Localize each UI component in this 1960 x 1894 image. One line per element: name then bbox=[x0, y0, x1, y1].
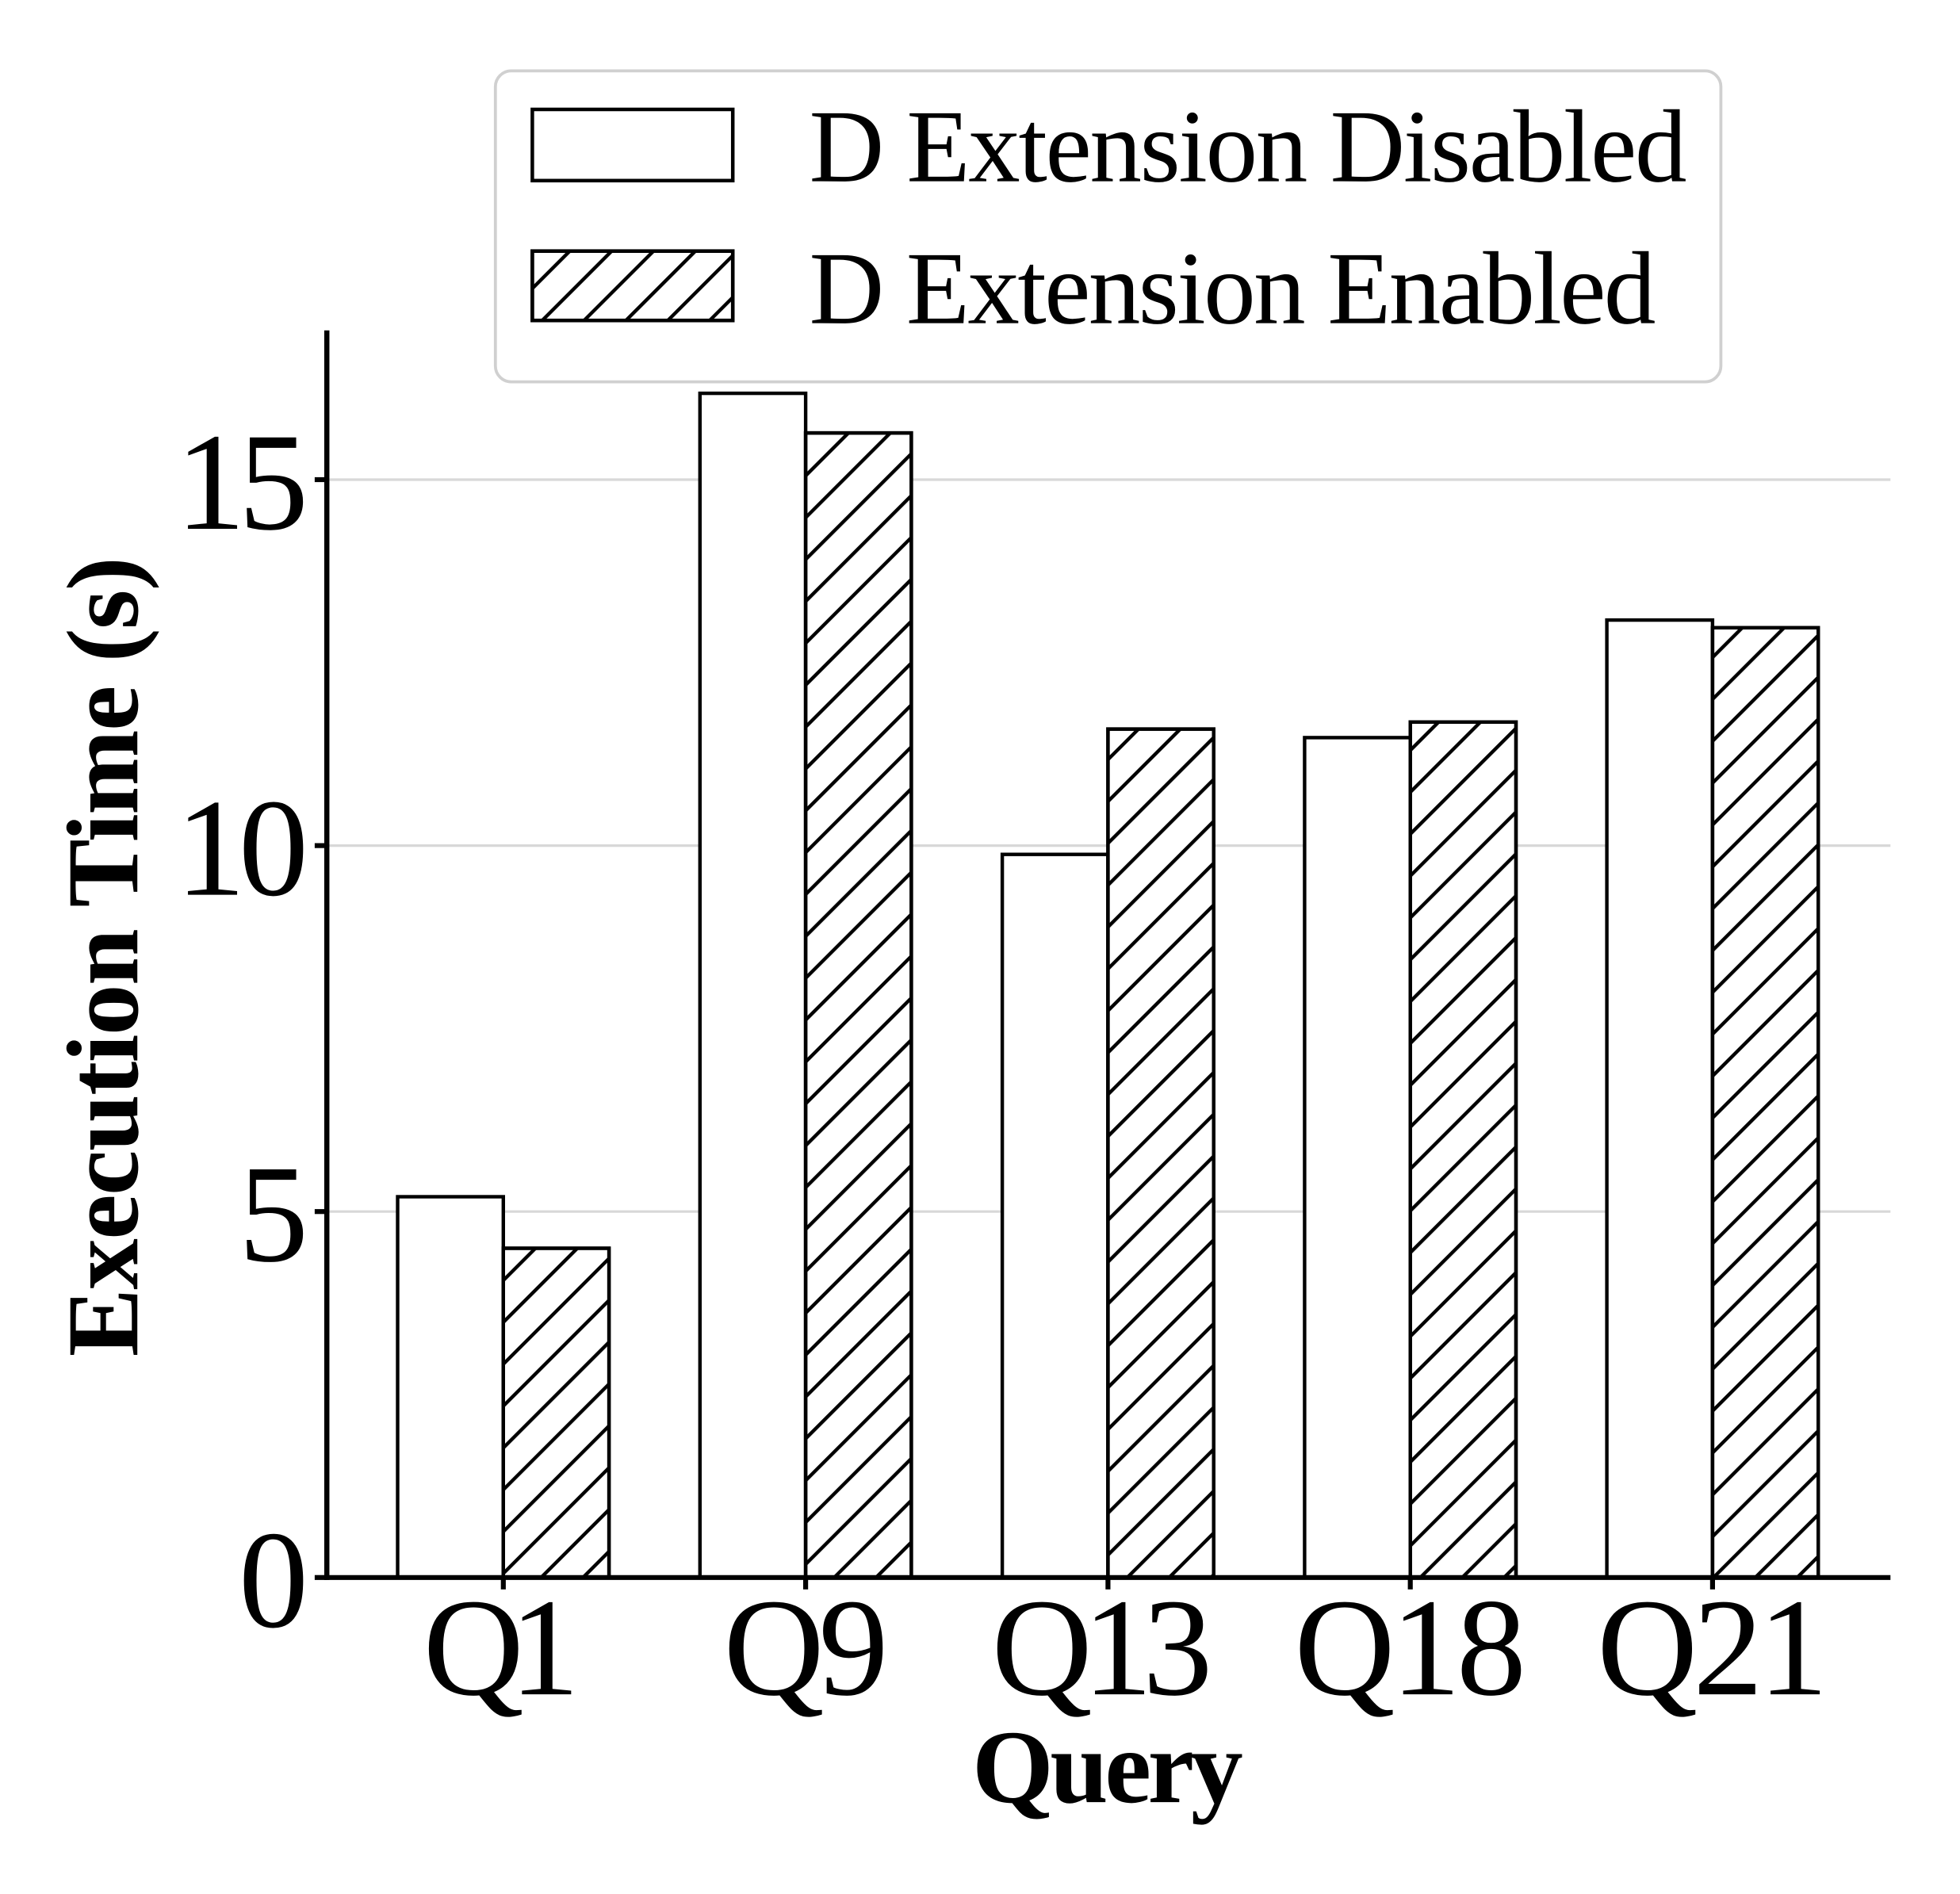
svg-text:Execution Time (s): Execution Time (s) bbox=[46, 557, 159, 1356]
svg-text:Q9: Q9 bbox=[724, 1571, 889, 1725]
svg-text:15: 15 bbox=[176, 405, 308, 560]
svg-text:D Extension Disabled: D Extension Disabled bbox=[810, 90, 1687, 205]
svg-text:Q1: Q1 bbox=[423, 1571, 580, 1725]
svg-text:10: 10 bbox=[176, 771, 308, 926]
svg-text:D Extension Enabled: D Extension Enabled bbox=[810, 231, 1656, 346]
svg-text:Q13: Q13 bbox=[992, 1571, 1213, 1725]
svg-text:Q21: Q21 bbox=[1597, 1571, 1828, 1725]
svg-text:Q18: Q18 bbox=[1294, 1571, 1526, 1725]
svg-text:0: 0 bbox=[239, 1503, 308, 1658]
svg-text:5: 5 bbox=[239, 1137, 308, 1291]
svg-text:Query: Query bbox=[972, 1708, 1243, 1825]
